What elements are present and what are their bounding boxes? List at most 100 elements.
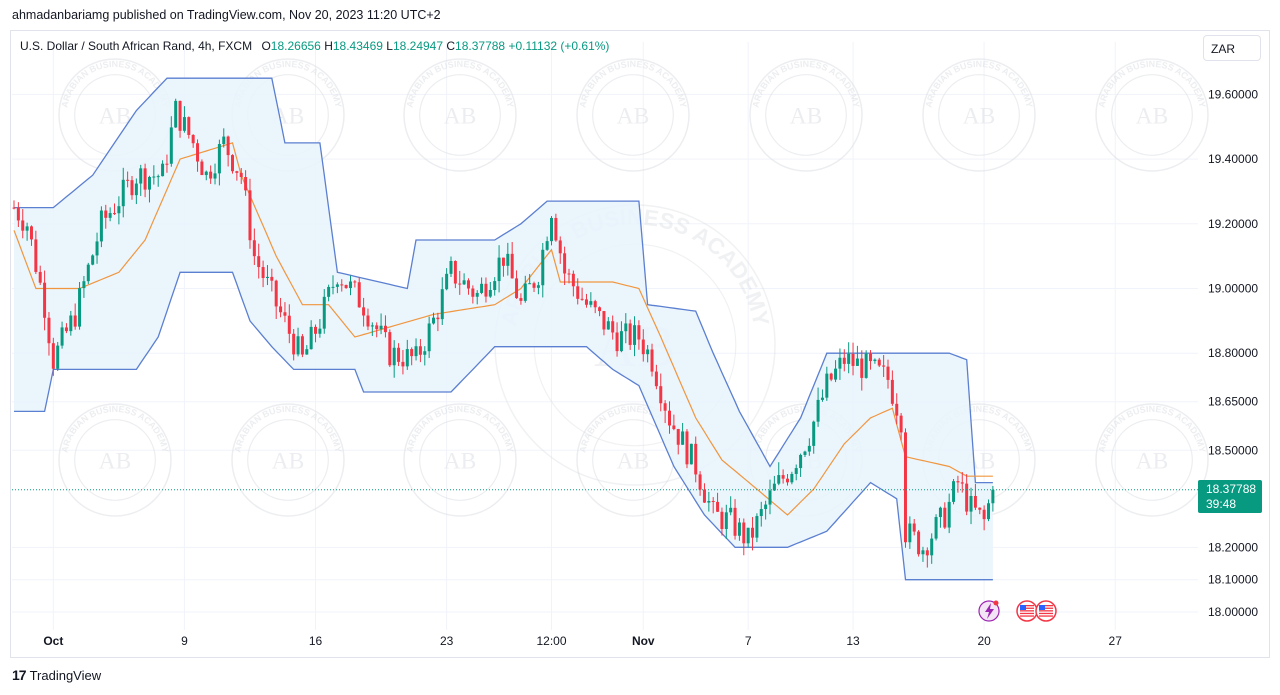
candle-body xyxy=(838,357,842,369)
candle-body xyxy=(283,312,287,316)
candle-body xyxy=(519,298,523,301)
candle-body xyxy=(720,511,724,529)
candle-body xyxy=(231,155,234,172)
watermark-initials: AB xyxy=(272,448,305,474)
x-tick-label: 20 xyxy=(977,634,991,648)
ohlc-values: O18.26656 H18.43469 L18.24947 C18.37788 … xyxy=(261,39,609,53)
candle-body xyxy=(611,321,615,333)
x-tick-label: Nov xyxy=(632,634,655,648)
y-tick-label: 18.10000 xyxy=(1208,573,1258,587)
candle-body xyxy=(484,283,488,297)
x-tick-label: 9 xyxy=(181,634,188,648)
candle-body xyxy=(43,282,47,318)
candle-body xyxy=(300,336,304,355)
candle-body xyxy=(698,474,702,490)
price-channel xyxy=(13,77,993,581)
us-flag-event-icon xyxy=(1035,600,1057,622)
candle-body xyxy=(209,171,213,179)
candle-body xyxy=(515,278,519,299)
candle-body xyxy=(781,475,785,479)
watermark-initials: AB xyxy=(444,448,477,474)
candle-body xyxy=(882,365,886,367)
candle-body xyxy=(619,331,623,352)
candle-body xyxy=(29,226,33,240)
candle-body xyxy=(449,261,453,274)
bar-countdown: 39:48 xyxy=(1206,497,1237,511)
candle-body xyxy=(38,271,42,283)
candle-body xyxy=(737,522,741,536)
candle-body xyxy=(633,325,637,345)
candle-body xyxy=(908,523,912,543)
candle-body xyxy=(327,286,331,297)
candle-body xyxy=(523,283,527,301)
candle-body xyxy=(204,171,208,176)
candle-body xyxy=(528,283,532,285)
candle-body xyxy=(292,333,296,355)
candle-body xyxy=(383,325,387,333)
currency-selector[interactable]: ZAR xyxy=(1203,35,1261,61)
candle-body xyxy=(654,371,658,387)
candle-body xyxy=(462,280,466,285)
candle-body xyxy=(348,281,352,289)
candle-body xyxy=(716,501,720,512)
tradingview-logo-icon: 17 xyxy=(12,667,27,683)
candle-body xyxy=(51,343,55,369)
watermark-text: ARABIAN BUSINESS ACADEMY xyxy=(404,404,515,454)
candle-body xyxy=(812,421,816,446)
candle-body xyxy=(445,273,449,290)
footer-brand[interactable]: 17 TradingView xyxy=(12,667,101,683)
channel-upper-line xyxy=(14,77,993,484)
candle-body xyxy=(899,415,903,433)
candle-body xyxy=(362,307,366,316)
candle-body xyxy=(956,481,960,483)
candle-body xyxy=(676,429,680,445)
candle-body xyxy=(558,240,562,254)
candle-body xyxy=(668,410,671,426)
watermark-initials: AB xyxy=(617,103,650,129)
candle-body xyxy=(178,100,182,131)
candle-body xyxy=(493,281,497,291)
candle-body xyxy=(432,317,436,324)
candle-body xyxy=(279,306,283,313)
candle-body xyxy=(458,283,462,285)
candle-body xyxy=(886,366,890,380)
candle-body xyxy=(925,550,929,556)
candle-body xyxy=(261,267,265,279)
y-tick-label: 19.60000 xyxy=(1208,87,1258,101)
candle-body xyxy=(165,163,169,165)
candle-body xyxy=(156,176,160,178)
change-value: +0.11132 (+0.61%) xyxy=(508,39,610,53)
candle-body xyxy=(274,280,278,307)
candle-body xyxy=(991,489,995,504)
candle-body xyxy=(930,538,934,556)
event-icons xyxy=(978,600,1057,622)
candle-body xyxy=(91,255,95,265)
candle-body xyxy=(322,296,326,329)
candle-body xyxy=(466,280,470,289)
candle-body xyxy=(69,315,73,332)
candle-body xyxy=(296,336,300,355)
candle-body xyxy=(366,315,370,327)
candle-body xyxy=(571,273,575,287)
watermark-text: ARABIAN BUSINESS ACADEMY xyxy=(1096,59,1207,109)
candle-body xyxy=(113,213,117,215)
candle-body xyxy=(139,168,143,184)
candle-body xyxy=(239,172,243,178)
candle-body xyxy=(707,500,711,503)
candle-body xyxy=(842,357,846,364)
candle-body xyxy=(563,253,567,274)
tradingview-brand-label: TradingView xyxy=(29,667,102,683)
candle-body xyxy=(567,273,571,275)
watermark-initials: AB xyxy=(1136,448,1169,474)
candle-body xyxy=(82,281,86,289)
candle-body xyxy=(305,349,309,355)
candle-body xyxy=(934,517,938,539)
candle-body xyxy=(606,321,610,330)
candle-body xyxy=(803,451,807,455)
candle-body xyxy=(86,264,90,282)
